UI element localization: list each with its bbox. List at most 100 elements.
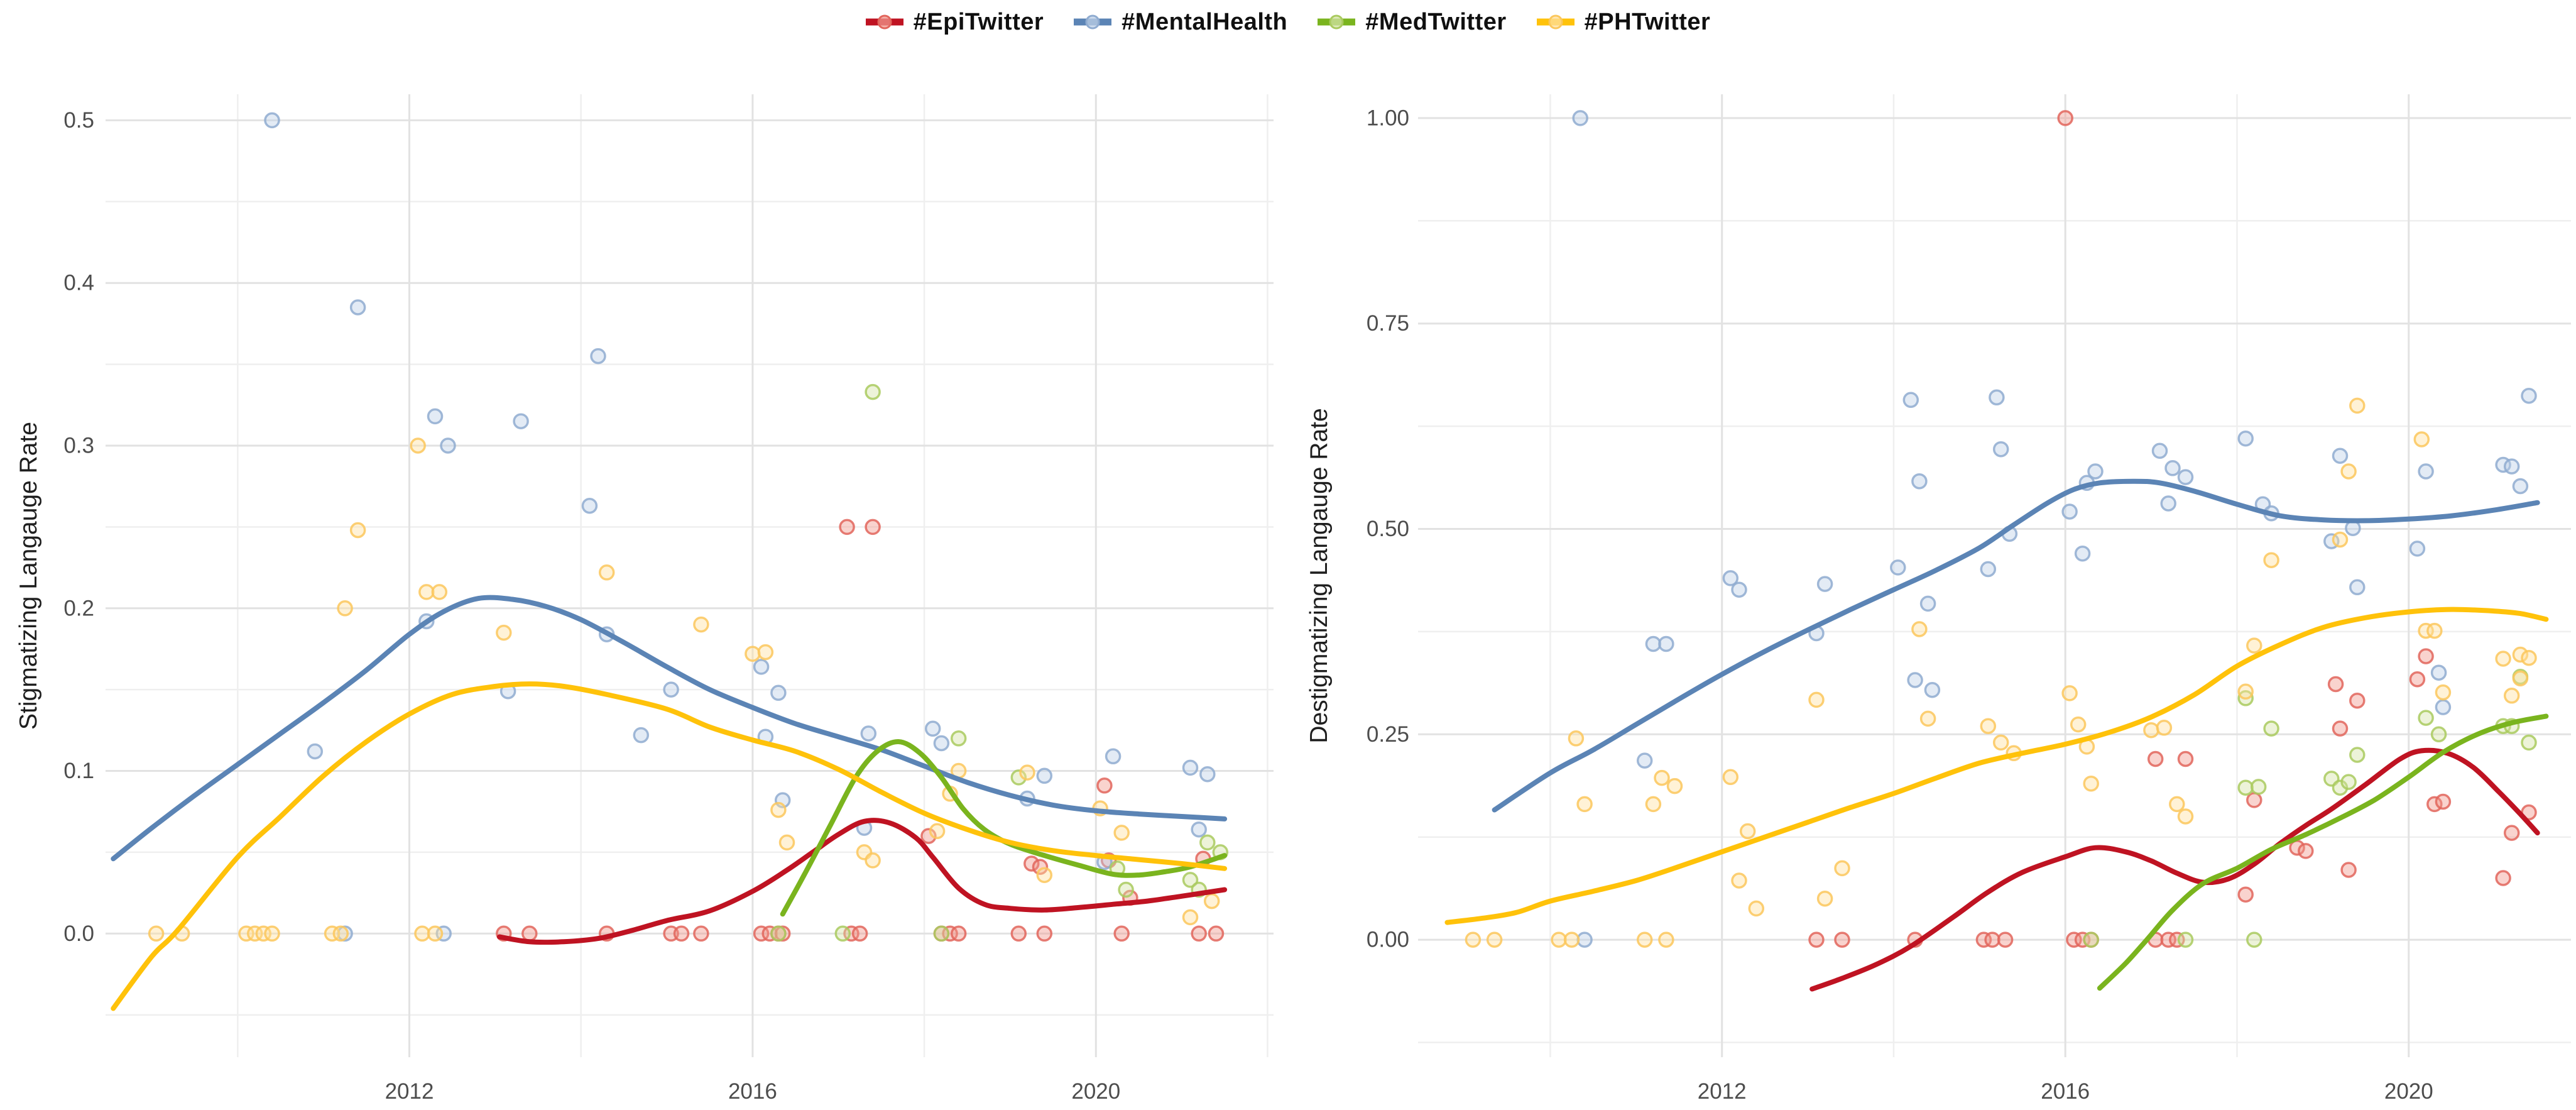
data-point-mentalhealth <box>663 681 679 698</box>
data-point-phtwitter <box>1636 931 1653 948</box>
loess-line-mentalhealth <box>111 595 1228 862</box>
data-point-phtwitter <box>1551 931 1567 948</box>
data-point-medtwitter <box>2263 720 2279 737</box>
y-axis-title: Stigmatizing Langauge Rate <box>15 422 42 730</box>
data-point-phtwitter <box>2495 651 2511 667</box>
data-point-phtwitter <box>2246 637 2262 654</box>
data-point-medtwitter <box>1199 834 1216 851</box>
data-point-phtwitter <box>1465 931 1482 948</box>
data-point-mentalhealth <box>1731 581 1747 598</box>
legend-label: #PHTwitter <box>1584 8 1711 35</box>
y-tick-label: 0.3 <box>63 434 94 458</box>
data-point-epitwitter <box>774 925 791 942</box>
data-point-epitwitter <box>1191 925 1207 942</box>
data-point-phtwitter <box>418 584 435 600</box>
data-point-mentalhealth <box>2409 541 2426 557</box>
data-point-mentalhealth <box>440 437 456 454</box>
data-point-phtwitter <box>1654 769 1670 786</box>
data-point-phtwitter <box>1576 796 1593 813</box>
data-point-epitwitter <box>839 519 855 536</box>
data-point-mentalhealth <box>264 112 280 129</box>
data-point-medtwitter <box>2430 726 2447 743</box>
data-point-epitwitter <box>1032 859 1049 875</box>
data-point-mentalhealth <box>1722 570 1739 586</box>
data-point-epitwitter <box>2332 720 2349 737</box>
data-point-mentalhealth <box>2237 430 2254 447</box>
data-point-mentalhealth <box>753 659 770 675</box>
data-point-mentalhealth <box>1919 595 1936 612</box>
data-point-medtwitter <box>2349 747 2366 763</box>
data-point-phtwitter <box>1808 691 1825 708</box>
data-point-epitwitter <box>1023 855 1040 872</box>
data-point-mentalhealth <box>1980 561 1997 578</box>
x-tick-label: 2020 <box>2384 1079 2433 1104</box>
data-point-epitwitter <box>851 925 868 942</box>
data-point-medtwitter <box>2237 779 2254 796</box>
data-point-phtwitter <box>2349 397 2366 414</box>
data-point-mentalhealth <box>1576 931 1593 948</box>
data-point-epitwitter <box>2177 750 2194 767</box>
data-point-mentalhealth <box>2151 442 2168 459</box>
data-point-phtwitter <box>865 852 881 869</box>
legend-label: #EpiTwitter <box>913 8 1044 35</box>
data-point-phtwitter <box>1036 867 1053 883</box>
data-point-epitwitter <box>1808 931 1825 948</box>
data-point-epitwitter <box>521 925 538 942</box>
x-tick-label: 2016 <box>728 1079 777 1104</box>
data-point-mentalhealth <box>307 743 324 760</box>
data-point-epitwitter <box>2435 793 2452 810</box>
data-point-phtwitter <box>1739 823 1756 840</box>
legend: #EpiTwitter #MentalHealth #MedTwitter #PHTw… <box>0 3 2576 41</box>
scatter-medtwitter <box>2083 669 2537 948</box>
data-point-mentalhealth <box>2521 387 2537 404</box>
data-point-epitwitter <box>2057 110 2073 126</box>
data-point-epitwitter <box>1997 931 2014 948</box>
x-tick-label: 2020 <box>1071 1079 1120 1104</box>
legend-item-phtwitter: #PHTwitter <box>1536 8 1711 36</box>
legend-label: #MedTwitter <box>1365 8 1507 35</box>
data-point-phtwitter <box>410 437 426 454</box>
y-tick-label: 0.75 <box>1367 311 1409 336</box>
data-point-mentalhealth <box>2418 463 2434 480</box>
scatter-epitwitter <box>496 519 1225 942</box>
y-tick-label: 0.00 <box>1367 928 1409 952</box>
panel-right: 0.00 0.25 0.50 0.75 1.00 2012 2016 2020 Destigma… <box>1306 94 2571 1104</box>
data-point-phtwitter <box>2169 796 2185 813</box>
data-point-phtwitter <box>745 646 761 662</box>
y-tick-label: 0.5 <box>63 108 94 133</box>
data-point-mentalhealth <box>2332 448 2349 464</box>
x-tick-label: 2012 <box>385 1079 434 1104</box>
data-point-epitwitter <box>1208 925 1225 942</box>
data-point-mentalhealth <box>581 497 598 514</box>
scatter-mentalhealth <box>264 112 1216 942</box>
data-point-mentalhealth <box>1924 681 1941 698</box>
data-point-phtwitter <box>2435 684 2452 701</box>
legend-key-epitwitter-icon <box>865 14 903 30</box>
data-point-phtwitter <box>2237 683 2254 700</box>
data-point-mentalhealth <box>1989 389 2005 406</box>
data-point-medtwitter <box>950 730 967 747</box>
loess-line-phtwitter <box>1444 607 2549 925</box>
data-point-medtwitter <box>2521 734 2537 751</box>
legend-key-phtwitter-icon <box>1536 14 1575 30</box>
y-tick-label: 0.1 <box>63 759 94 783</box>
data-point-mentalhealth <box>1907 672 1923 688</box>
data-point-mentalhealth <box>1658 635 1674 652</box>
data-point-phtwitter <box>1748 900 1765 917</box>
data-point-mentalhealth <box>1182 759 1199 776</box>
y-tick-label: 1.00 <box>1367 106 1409 130</box>
data-point-phtwitter <box>349 522 366 539</box>
data-point-phtwitter <box>496 624 512 641</box>
y-tick-label: 0.4 <box>63 271 94 295</box>
data-point-epitwitter <box>1096 778 1113 794</box>
data-point-mentalhealth <box>1816 576 1833 592</box>
data-point-phtwitter <box>1992 734 2009 751</box>
y-tick-label: 0.0 <box>63 921 94 946</box>
data-point-mentalhealth <box>770 684 787 701</box>
data-point-phtwitter <box>2070 716 2087 733</box>
legend-key-mentalhealth-icon <box>1074 14 1112 30</box>
loess-line-medtwitter <box>2097 713 2549 991</box>
data-point-phtwitter <box>332 925 349 942</box>
data-point-mentalhealth <box>513 413 529 429</box>
data-point-phtwitter <box>693 616 709 633</box>
